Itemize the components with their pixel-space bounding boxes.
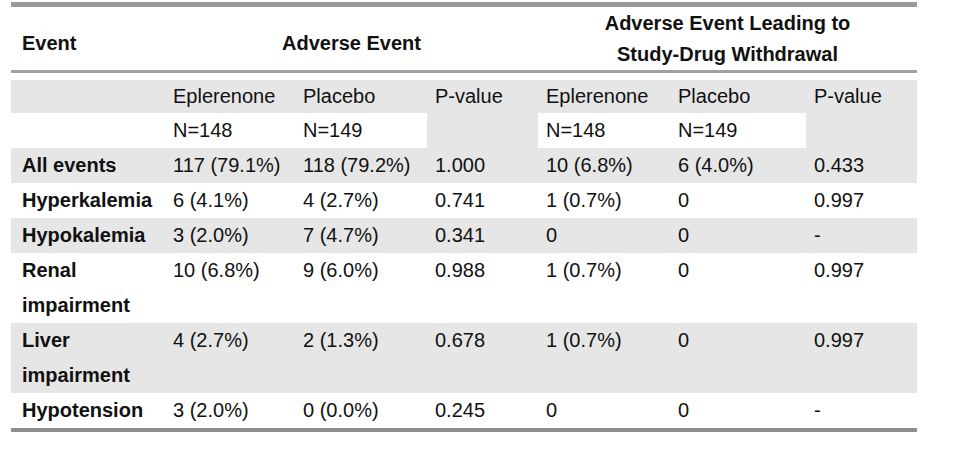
cell-g1-placebo: 9 (6.0%) (295, 253, 427, 323)
subheader-g2-pvalue: P-value (806, 80, 917, 113)
cell-g2-pvalue: 0.997 (806, 323, 917, 393)
cell-g2-eplerenone: 0 (538, 393, 670, 428)
row-label: Hypotension (11, 393, 165, 428)
table-row-renal-impairment: Renal impairment 10 (6.8%) 9 (6.0%) 0.98… (11, 253, 917, 323)
subheader-g2-placebo: Placebo (670, 80, 806, 113)
cell-g1-pvalue: 0.341 (427, 218, 538, 253)
cell-g1-pvalue: 0.678 (427, 323, 538, 393)
cell-g2-eplerenone: 0 (538, 218, 670, 253)
column-header-event: Event (11, 32, 165, 55)
sample-size-row: N=148 N=149 N=148 N=149 (11, 113, 917, 148)
cell-g2-pvalue: - (806, 218, 917, 253)
cell-g1-eplerenone: 6 (4.1%) (165, 183, 295, 218)
cell-g1-eplerenone: 3 (2.0%) (165, 393, 295, 428)
cell-g1-pvalue: 1.000 (427, 148, 538, 183)
n-g2-pvalue-empty (806, 113, 917, 148)
row-label: All events (11, 148, 165, 183)
cell-g1-eplerenone: 3 (2.0%) (165, 218, 295, 253)
cell-g1-eplerenone: 10 (6.8%) (165, 253, 295, 323)
cell-g1-placebo: 118 (79.2%) (295, 148, 427, 183)
n-g1-pvalue-empty (427, 113, 538, 148)
subheader-g1-placebo: Placebo (295, 80, 427, 113)
row-label: Renal impairment (11, 253, 165, 323)
column-group-header-withdrawal-line2: Study-Drug Withdrawal (538, 39, 917, 70)
header-gap (11, 73, 917, 80)
table-bottom-rule (11, 428, 917, 432)
n-g1-eplerenone: N=148 (165, 113, 295, 148)
cell-g2-pvalue: 0.433 (806, 148, 917, 183)
n-g1-placebo: N=149 (295, 113, 427, 148)
table-row-hyperkalemia: Hyperkalemia 6 (4.1%) 4 (2.7%) 0.741 1 (… (11, 183, 917, 218)
column-group-header-withdrawal-line1: Adverse Event Leading to (538, 8, 917, 39)
subheader-g1-pvalue: P-value (427, 80, 538, 113)
subheader-g1-eplerenone: Eplerenone (165, 80, 295, 113)
column-group-header-withdrawal: Adverse Event Leading to Study-Drug With… (538, 8, 917, 70)
cell-g2-pvalue: 0.997 (806, 253, 917, 323)
cell-g2-eplerenone: 1 (0.7%) (538, 253, 670, 323)
table-row-hypotension: Hypotension 3 (2.0%) 0 (0.0%) 0.245 0 0 … (11, 393, 917, 428)
cell-g1-placebo: 7 (4.7%) (295, 218, 427, 253)
subheader-row: Eplerenone Placebo P-value Eplerenone Pl… (11, 80, 917, 113)
adverse-events-table: Event Adverse Event Adverse Event Leadin… (11, 2, 917, 432)
table-row-liver-impairment: Liver impairment 4 (2.7%) 2 (1.3%) 0.678… (11, 323, 917, 393)
cell-g2-placebo: 6 (4.0%) (670, 148, 806, 183)
subheader-empty-cell (11, 80, 165, 113)
cell-g2-eplerenone: 10 (6.8%) (538, 148, 670, 183)
n-g2-eplerenone: N=148 (538, 113, 670, 148)
cell-g2-pvalue: - (806, 393, 917, 428)
row-label: Hypokalemia (11, 218, 165, 253)
cell-g1-pvalue: 0.988 (427, 253, 538, 323)
cell-g1-placebo: 0 (0.0%) (295, 393, 427, 428)
cell-g1-eplerenone: 4 (2.7%) (165, 323, 295, 393)
table-header-row: Event Adverse Event Adverse Event Leadin… (11, 7, 917, 70)
cell-g2-placebo: 0 (670, 323, 806, 393)
cell-g1-placebo: 4 (2.7%) (295, 183, 427, 218)
table-row-hypokalemia: Hypokalemia 3 (2.0%) 7 (4.7%) 0.341 0 0 … (11, 218, 917, 253)
cell-g1-placebo: 2 (1.3%) (295, 323, 427, 393)
n-row-empty-cell (11, 113, 165, 148)
row-label: Hyperkalemia (11, 183, 165, 218)
cell-g2-eplerenone: 1 (0.7%) (538, 183, 670, 218)
cell-g2-placebo: 0 (670, 253, 806, 323)
n-g2-placebo: N=149 (670, 113, 806, 148)
cell-g2-placebo: 0 (670, 218, 806, 253)
subheader-g2-eplerenone: Eplerenone (538, 80, 670, 113)
cell-g2-placebo: 0 (670, 393, 806, 428)
cell-g1-pvalue: 0.741 (427, 183, 538, 218)
table-row-all-events: All events 117 (79.1%) 118 (79.2%) 1.000… (11, 148, 917, 183)
cell-g2-eplerenone: 1 (0.7%) (538, 323, 670, 393)
cell-g2-pvalue: 0.997 (806, 183, 917, 218)
row-label: Liver impairment (11, 323, 165, 393)
cell-g1-eplerenone: 117 (79.1%) (165, 148, 295, 183)
column-group-header-adverse-event: Adverse Event (165, 32, 538, 55)
cell-g1-pvalue: 0.245 (427, 393, 538, 428)
cell-g2-placebo: 0 (670, 183, 806, 218)
